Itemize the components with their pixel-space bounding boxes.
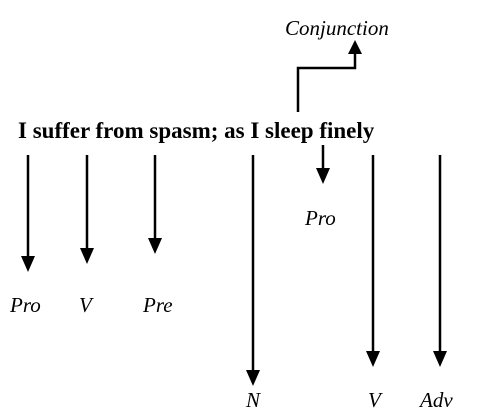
tag: N — [245, 388, 261, 412]
arrow-head — [21, 256, 35, 272]
arrow-head — [80, 248, 94, 264]
arrow-head — [433, 351, 447, 367]
tag: Pro — [9, 293, 41, 317]
arrow-head — [348, 40, 362, 54]
tag: V — [368, 388, 383, 412]
tag: Pro — [304, 206, 336, 230]
tag: Adv — [418, 388, 453, 412]
tag: Pre — [142, 293, 173, 317]
arrow-head — [366, 351, 380, 367]
arrow-head — [316, 168, 330, 184]
elbow-arrow — [296, 52, 357, 112]
tag: V — [79, 293, 94, 317]
arrows — [21, 145, 447, 386]
sentence: I suffer from spasm; as I sleep finely — [18, 118, 375, 143]
arrow-head — [148, 238, 162, 254]
conjunction-label: Conjunction — [285, 16, 389, 40]
arrow-head — [246, 370, 260, 386]
